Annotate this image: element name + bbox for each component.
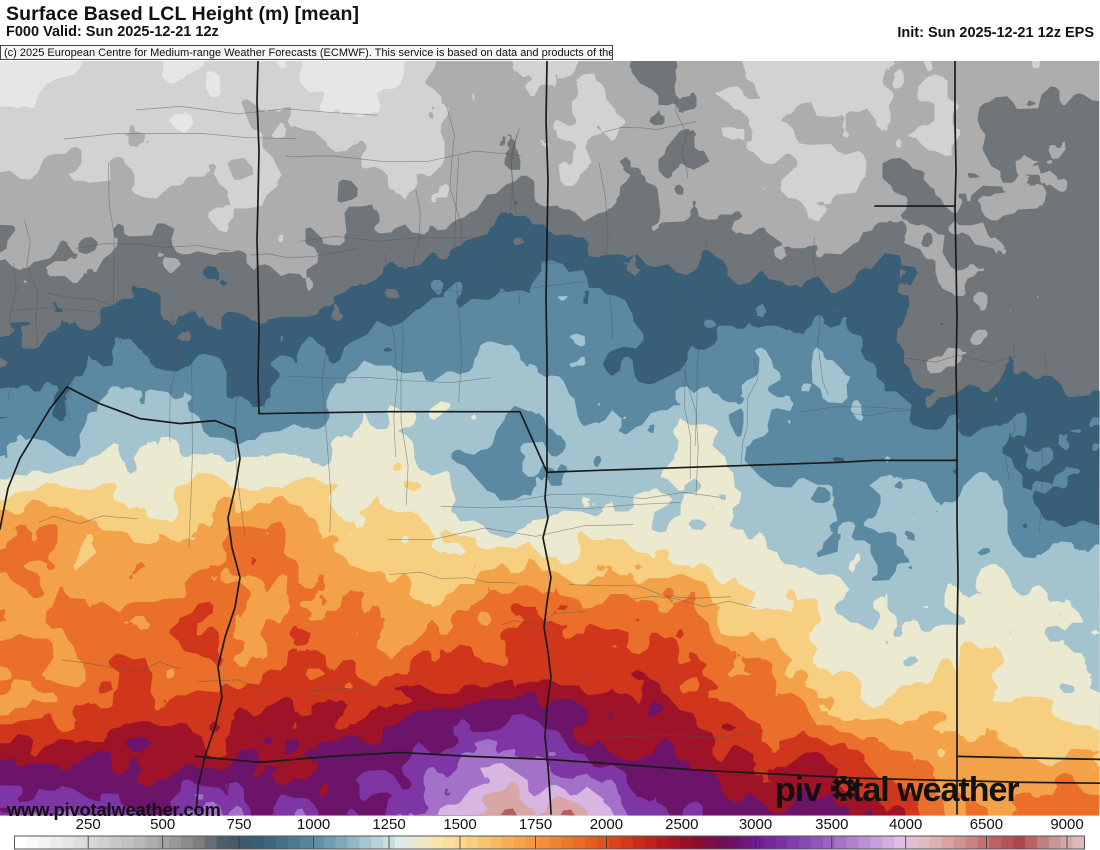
svg-text:9000: 9000 xyxy=(1050,818,1083,833)
svg-text:2000: 2000 xyxy=(590,818,623,833)
svg-text:3000: 3000 xyxy=(739,818,772,833)
svg-text:6500: 6500 xyxy=(970,818,1003,833)
svg-text:4000: 4000 xyxy=(889,818,922,833)
svg-text:3500: 3500 xyxy=(815,818,848,833)
svg-text:piv: piv xyxy=(775,771,822,809)
svg-text:750: 750 xyxy=(226,818,251,833)
svg-text:1000: 1000 xyxy=(297,818,330,833)
svg-text:tal weather: tal weather xyxy=(852,771,1019,809)
svg-text:1500: 1500 xyxy=(443,818,476,833)
svg-text:1750: 1750 xyxy=(519,818,552,833)
svg-text:2500: 2500 xyxy=(665,818,698,833)
svg-text:1250: 1250 xyxy=(372,818,405,833)
